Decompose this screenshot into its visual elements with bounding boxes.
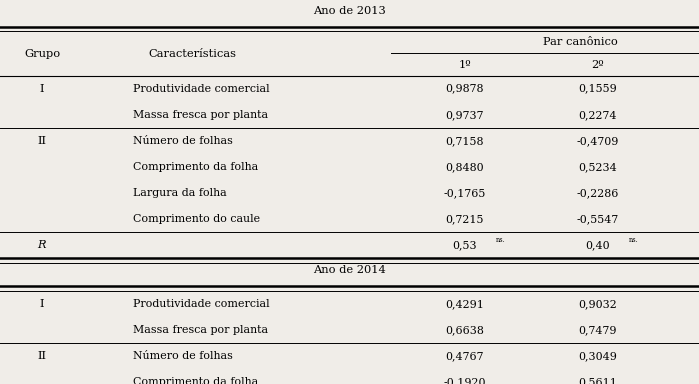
Text: Massa fresca por planta: Massa fresca por planta [133,325,268,335]
Text: II: II [38,351,46,361]
Text: 0,6638: 0,6638 [445,325,484,335]
Text: Número de folhas: Número de folhas [133,351,233,361]
Text: 0,5611: 0,5611 [578,377,617,384]
Text: Produtividade comercial: Produtividade comercial [133,84,269,94]
Text: 2º: 2º [591,60,604,70]
Text: ns.: ns. [629,237,639,244]
Text: Largura da folha: Largura da folha [133,188,226,198]
Text: 0,3049: 0,3049 [578,351,617,361]
Text: Comprimento do caule: Comprimento do caule [133,214,260,224]
Text: 0,1559: 0,1559 [578,84,617,94]
Text: 0,2274: 0,2274 [578,110,617,120]
Text: 0,4291: 0,4291 [445,299,484,309]
Text: I: I [40,299,44,309]
Text: 0,8480: 0,8480 [445,162,484,172]
Text: 0,5234: 0,5234 [578,162,617,172]
Text: Produtividade comercial: Produtividade comercial [133,299,269,309]
Text: 0,9737: 0,9737 [445,110,484,120]
Text: Grupo: Grupo [24,48,60,59]
Text: ns.: ns. [496,237,506,244]
Text: I: I [40,84,44,94]
Text: Ano de 2014: Ano de 2014 [313,265,386,275]
Text: 0,7215: 0,7215 [445,214,484,224]
Text: -0,1765: -0,1765 [444,188,486,198]
Text: 0,7479: 0,7479 [578,325,617,335]
Text: -0,5547: -0,5547 [577,214,619,224]
Text: 0,9878: 0,9878 [445,84,484,94]
Text: Par canônico: Par canônico [543,37,617,47]
Text: II: II [38,136,46,146]
Text: Comprimento da folha: Comprimento da folha [133,162,258,172]
Text: -0,1920: -0,1920 [444,377,486,384]
Text: 0,9032: 0,9032 [578,299,617,309]
Text: Características: Características [148,48,236,59]
Text: 0,4767: 0,4767 [445,351,484,361]
Text: 1º: 1º [459,60,471,70]
Text: Número de folhas: Número de folhas [133,136,233,146]
Text: 0,53: 0,53 [452,240,477,250]
Text: 0,40: 0,40 [585,240,610,250]
Text: -0,2286: -0,2286 [577,188,619,198]
Text: Ano de 2013: Ano de 2013 [313,6,386,16]
Text: R: R [38,240,46,250]
Text: Comprimento da folha: Comprimento da folha [133,377,258,384]
Text: -0,4709: -0,4709 [577,136,619,146]
Text: Massa fresca por planta: Massa fresca por planta [133,110,268,120]
Text: 0,7158: 0,7158 [445,136,484,146]
